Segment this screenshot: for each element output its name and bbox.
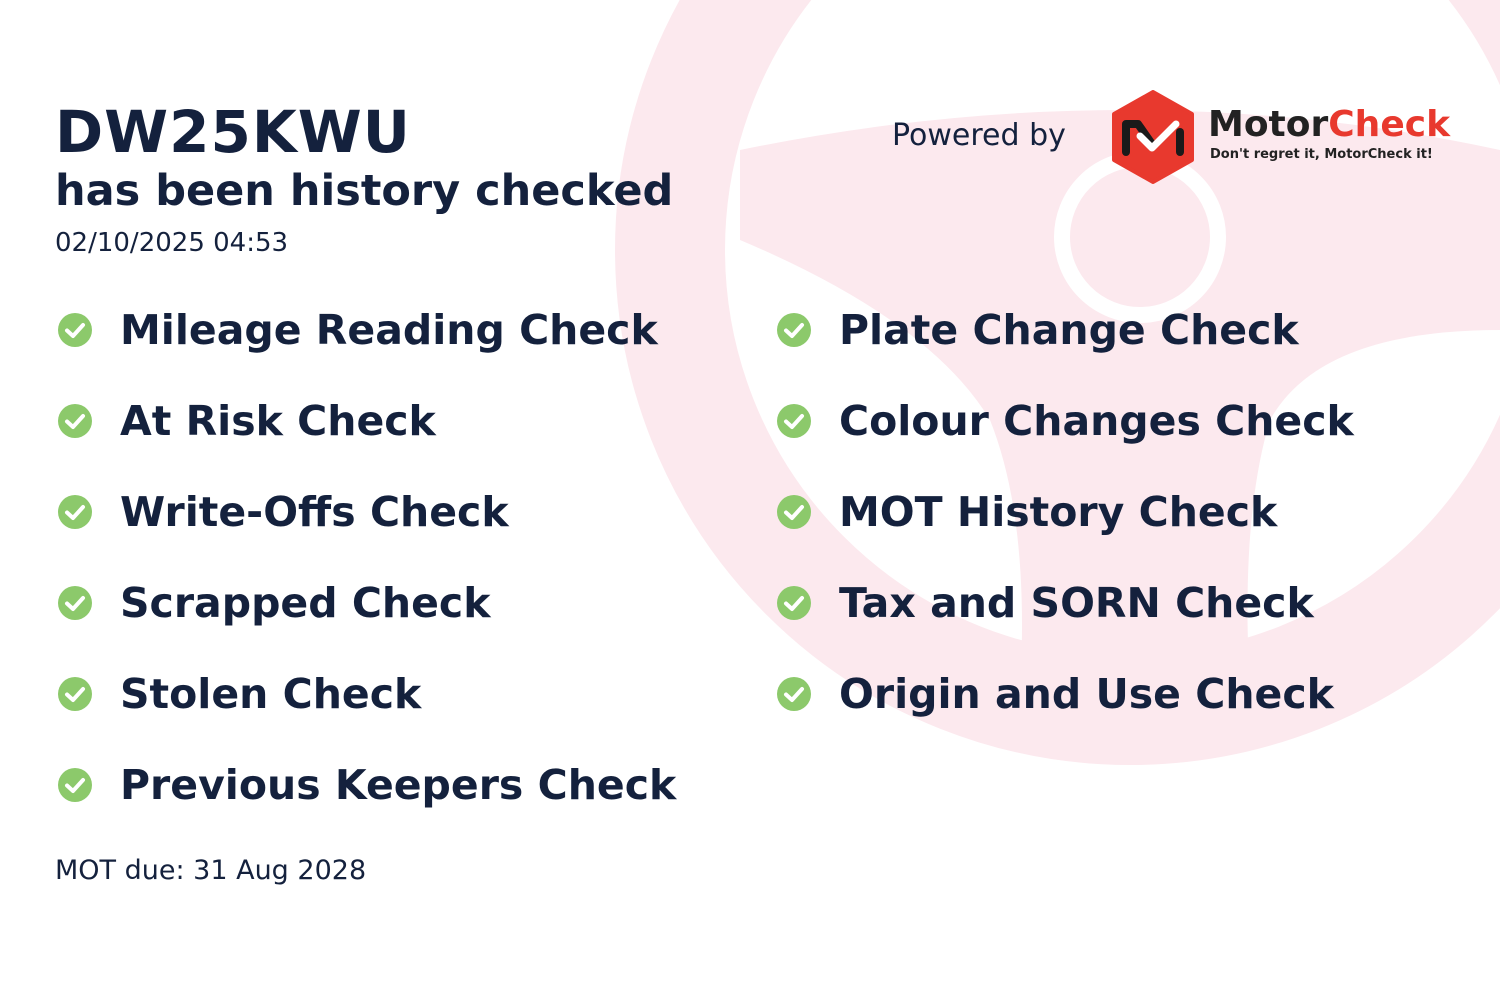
check-circle-icon bbox=[58, 586, 92, 620]
check-list-item: MOT History Check bbox=[776, 482, 1277, 542]
check-label: Tax and SORN Check bbox=[839, 579, 1314, 627]
motorcheck-logo-icon bbox=[1112, 90, 1194, 184]
brand-name-motor: Motor bbox=[1208, 104, 1329, 145]
check-circle-icon bbox=[58, 313, 92, 347]
registration-plate: DW25KWU bbox=[55, 98, 411, 166]
check-circle-icon bbox=[777, 404, 811, 438]
timestamp: 02/10/2025 04:53 bbox=[55, 228, 289, 258]
check-label: Write-Offs Check bbox=[120, 488, 509, 536]
brand-tagline: Don't regret it, MotorCheck it! bbox=[1210, 147, 1433, 162]
check-list-item: At Risk Check bbox=[57, 391, 436, 451]
check-circle-icon bbox=[777, 495, 811, 529]
subtitle: has been history checked bbox=[55, 166, 674, 216]
check-circle-icon bbox=[777, 313, 811, 347]
check-list-item: Stolen Check bbox=[57, 664, 421, 724]
check-label: Plate Change Check bbox=[839, 306, 1299, 354]
check-circle-icon bbox=[58, 677, 92, 711]
check-label: Scrapped Check bbox=[120, 579, 491, 627]
check-list-item: Previous Keepers Check bbox=[57, 755, 676, 815]
powered-by-label: Powered by bbox=[892, 118, 1066, 153]
check-label: Origin and Use Check bbox=[839, 670, 1334, 718]
mot-due: MOT due: 31 Aug 2028 bbox=[55, 855, 367, 886]
check-list-item: Mileage Reading Check bbox=[57, 300, 658, 360]
check-list-item: Colour Changes Check bbox=[776, 391, 1354, 451]
check-list-item: Plate Change Check bbox=[776, 300, 1299, 360]
check-circle-icon bbox=[58, 495, 92, 529]
check-list-item: Tax and SORN Check bbox=[776, 573, 1314, 633]
check-label: MOT History Check bbox=[839, 488, 1278, 536]
check-label: Mileage Reading Check bbox=[120, 306, 658, 354]
brand-name-check: Check bbox=[1328, 104, 1451, 145]
check-label: Stolen Check bbox=[120, 670, 422, 718]
check-label: At Risk Check bbox=[120, 397, 436, 445]
check-circle-icon bbox=[58, 404, 92, 438]
check-list-item: Origin and Use Check bbox=[776, 664, 1334, 724]
check-circle-icon bbox=[777, 677, 811, 711]
check-circle-icon bbox=[777, 586, 811, 620]
check-list-item: Write-Offs Check bbox=[57, 482, 509, 542]
check-list-item: Scrapped Check bbox=[57, 573, 491, 633]
brand-name: MotorCheck bbox=[1208, 104, 1450, 145]
check-label: Previous Keepers Check bbox=[120, 761, 677, 809]
check-label: Colour Changes Check bbox=[839, 397, 1354, 445]
check-circle-icon bbox=[58, 768, 92, 802]
